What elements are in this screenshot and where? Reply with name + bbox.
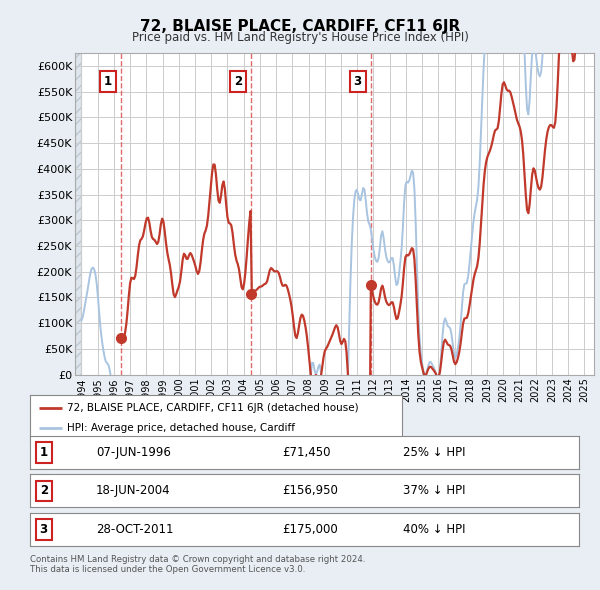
Text: 07-JUN-1996: 07-JUN-1996 [96, 446, 171, 459]
Text: 1: 1 [40, 446, 48, 459]
Text: 1: 1 [104, 75, 112, 88]
Text: 2: 2 [234, 75, 242, 88]
Text: HPI: Average price, detached house, Cardiff: HPI: Average price, detached house, Card… [67, 424, 295, 434]
Text: 40% ↓ HPI: 40% ↓ HPI [403, 523, 466, 536]
Text: £156,950: £156,950 [283, 484, 338, 497]
Bar [75, 53, 82, 375]
Text: 18-JUN-2004: 18-JUN-2004 [96, 484, 170, 497]
Text: £71,450: £71,450 [283, 446, 331, 459]
Bar [75, 53, 82, 375]
Text: Contains HM Land Registry data © Crown copyright and database right 2024.
This d: Contains HM Land Registry data © Crown c… [30, 555, 365, 574]
Text: 3: 3 [40, 523, 48, 536]
Text: 3: 3 [353, 75, 362, 88]
Text: Price paid vs. HM Land Registry's House Price Index (HPI): Price paid vs. HM Land Registry's House … [131, 31, 469, 44]
Text: 2: 2 [40, 484, 48, 497]
Text: 37% ↓ HPI: 37% ↓ HPI [403, 484, 466, 497]
Text: 28-OCT-2011: 28-OCT-2011 [96, 523, 173, 536]
Text: 72, BLAISE PLACE, CARDIFF, CF11 6JR: 72, BLAISE PLACE, CARDIFF, CF11 6JR [140, 19, 460, 34]
Text: £175,000: £175,000 [283, 523, 338, 536]
Text: 72, BLAISE PLACE, CARDIFF, CF11 6JR (detached house): 72, BLAISE PLACE, CARDIFF, CF11 6JR (det… [67, 403, 359, 412]
Text: 25% ↓ HPI: 25% ↓ HPI [403, 446, 466, 459]
